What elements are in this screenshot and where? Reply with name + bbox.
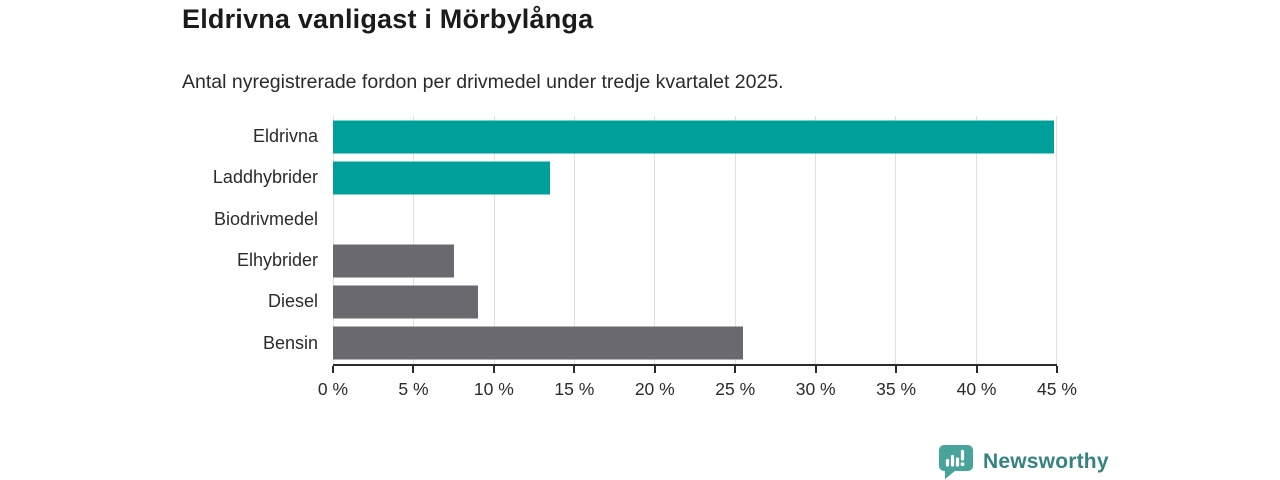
x-axis-tick	[814, 366, 817, 373]
category-label: Bensin	[262, 332, 318, 353]
bar-track	[333, 157, 1056, 198]
x-axis: 0 % 5 % 10 % 15 % 20 % 25 % 30 % 35 % 40 % 45 %	[318, 364, 1077, 404]
bar-bensin	[333, 326, 743, 360]
bar-laddhybrider	[333, 161, 550, 195]
chart-subtitle: Antal nyregistrerade fordon per drivmede…	[182, 71, 784, 93]
bar-track	[333, 199, 1056, 240]
gridline	[734, 116, 736, 364]
x-tick-label: 35 %	[876, 379, 917, 399]
x-axis-tick	[975, 366, 978, 373]
bar-track	[333, 281, 1056, 322]
category-label: Elhybrider	[236, 250, 318, 271]
x-tick-label: 15 %	[554, 379, 595, 399]
x-axis-tick	[895, 366, 898, 373]
x-tick-label: 45 %	[1037, 379, 1077, 399]
gridline	[654, 116, 656, 364]
newsworthy-logo: Newsworthy	[938, 444, 1109, 479]
gridline	[493, 116, 495, 364]
x-axis-tick	[653, 366, 656, 373]
x-tick-label: 20 %	[634, 379, 675, 399]
bar-track	[333, 116, 1056, 157]
category-label: Biodrivmedel	[213, 208, 318, 229]
plot-gridlines	[333, 116, 1057, 364]
x-tick-label: 40 %	[956, 379, 997, 399]
gridline	[574, 116, 575, 364]
bar-chart: Eldrivna Laddhybrider Biodrivmedel Elhybrid…	[0, 116, 1060, 364]
bar-track	[333, 240, 1056, 281]
gridline	[413, 116, 415, 364]
x-axis-tick	[734, 366, 737, 373]
bar-row: Laddhybrider	[0, 157, 1060, 198]
x-tick-label: 30 %	[795, 379, 836, 399]
bar-row: Bensin	[0, 323, 1060, 364]
bar-row: Eldrivna	[0, 116, 1060, 157]
newsworthy-logo-text: Newsworthy	[983, 449, 1109, 473]
gridline	[815, 116, 816, 364]
category-label: Diesel	[267, 291, 318, 312]
bar-row: Diesel	[0, 281, 1060, 322]
chart-title: Eldrivna vanligast i Mörbylånga	[182, 4, 594, 34]
x-axis-tick	[1056, 366, 1058, 373]
gridline	[895, 116, 897, 364]
x-tick-label: 25 %	[715, 379, 756, 399]
gridline	[333, 116, 334, 364]
bar-elhybrider	[333, 244, 454, 278]
x-axis-tick	[412, 366, 415, 373]
bar-diesel	[333, 285, 478, 319]
newsworthy-logo-icon	[939, 445, 973, 479]
gridline	[975, 116, 977, 364]
gridline	[1056, 116, 1057, 364]
bar-row: Biodrivmedel	[0, 199, 1060, 240]
x-axis-tick	[492, 366, 495, 373]
category-label: Eldrivna	[252, 126, 318, 147]
x-tick-label: 10 %	[473, 379, 514, 399]
x-tick-label: 5 %	[398, 379, 429, 399]
x-axis-tick	[573, 366, 576, 373]
bar-row: Elhybrider	[0, 240, 1060, 281]
category-label: Laddhybrider	[212, 167, 318, 188]
x-tick-label: 0 %	[317, 379, 349, 399]
x-axis-tick	[332, 366, 334, 373]
bar-eldrivna	[333, 120, 1055, 154]
bar-track	[333, 323, 1056, 364]
